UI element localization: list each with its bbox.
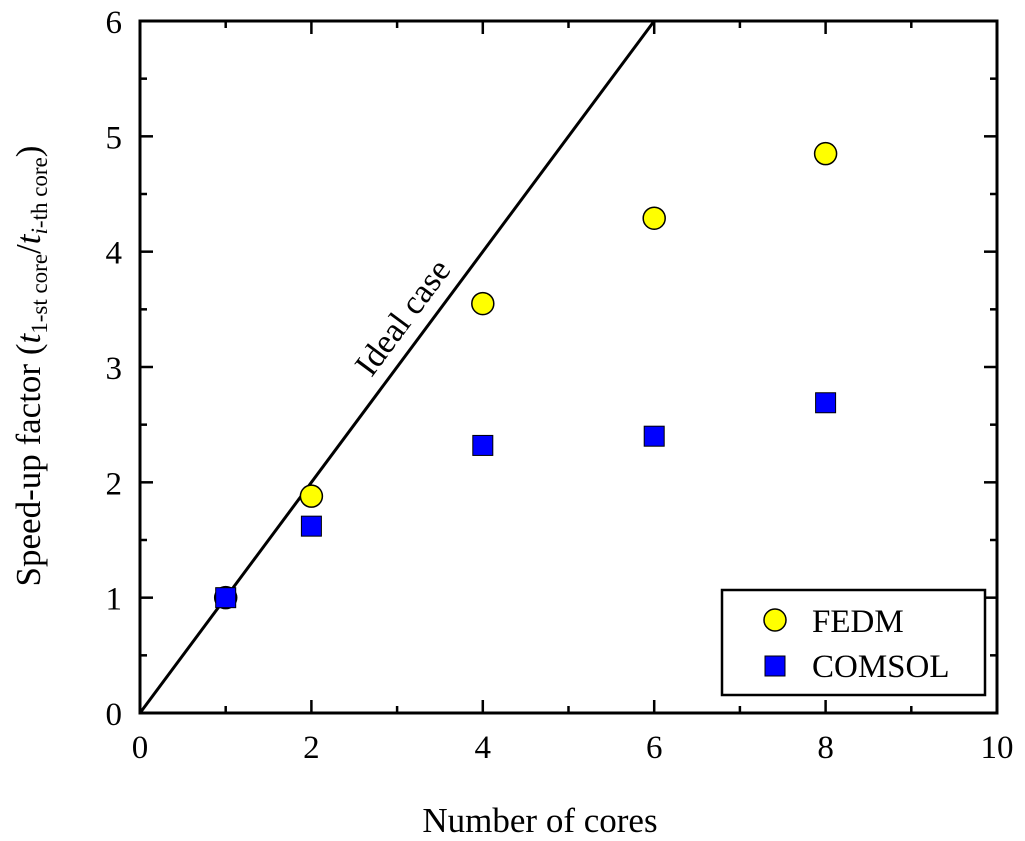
y-tick-label: 5 xyxy=(106,120,123,156)
ideal-case-label: Ideal case xyxy=(348,253,458,383)
comsol-point xyxy=(643,425,665,447)
fedm-point xyxy=(642,206,666,230)
legend-box xyxy=(720,588,987,697)
x-tick-label: 8 xyxy=(817,730,834,766)
x-tick-label: 4 xyxy=(475,730,492,766)
y-axis-title-prefix: Speed-up factor ( xyxy=(9,344,48,587)
y-axis-title-suffix: ) xyxy=(9,146,48,158)
y-axis-title-t1: t xyxy=(9,333,48,344)
x-tick-label: 2 xyxy=(303,730,320,766)
y-axis-title-slash: / xyxy=(9,244,48,254)
y-tick-label: 1 xyxy=(106,582,123,618)
fedm-point xyxy=(299,484,324,508)
y-tick-label: 0 xyxy=(106,697,123,733)
ideal-case-line-group xyxy=(138,20,656,714)
tick-labels: 0 2 4 6 8 10 0 1 2 3 4 5 6 xyxy=(106,5,1014,766)
comsol-point xyxy=(815,392,837,414)
legend-fedm-marker xyxy=(763,608,787,632)
plot-frame xyxy=(138,19,999,715)
y-tick-label: 2 xyxy=(106,466,123,502)
legend: FEDM COMSOL xyxy=(720,588,987,697)
y-axis-title: Speed-up factor (t1-st core/ti-th core) xyxy=(9,146,52,587)
comsol-point xyxy=(472,434,494,456)
fedm-point xyxy=(471,291,495,316)
x-tick-label: 0 xyxy=(132,730,149,766)
comsol-point xyxy=(215,587,237,609)
y-tick-label: 6 xyxy=(106,5,123,41)
data-markers xyxy=(213,141,838,610)
legend-fedm-label: FEDM xyxy=(812,604,904,640)
y-tick-label: 3 xyxy=(106,351,123,387)
x-tick-label: 10 xyxy=(981,730,1014,766)
y-axis-title-sub2-italic: i xyxy=(27,228,52,234)
y-axis-title-sub1: 1-st core xyxy=(27,254,52,334)
y-axis-title-sub2-rest: -th core xyxy=(27,157,52,228)
legend-comsol-label: COMSOL xyxy=(812,649,950,685)
x-axis-title: Number of cores xyxy=(422,801,657,840)
legend-comsol-marker xyxy=(764,655,786,677)
comsol-point xyxy=(300,515,322,537)
y-tick-label: 4 xyxy=(106,236,123,272)
fedm-point xyxy=(813,141,838,166)
x-tick-label: 6 xyxy=(646,730,663,766)
y-axis-title-t2: t xyxy=(9,233,48,244)
ideal-case-line xyxy=(138,20,656,714)
